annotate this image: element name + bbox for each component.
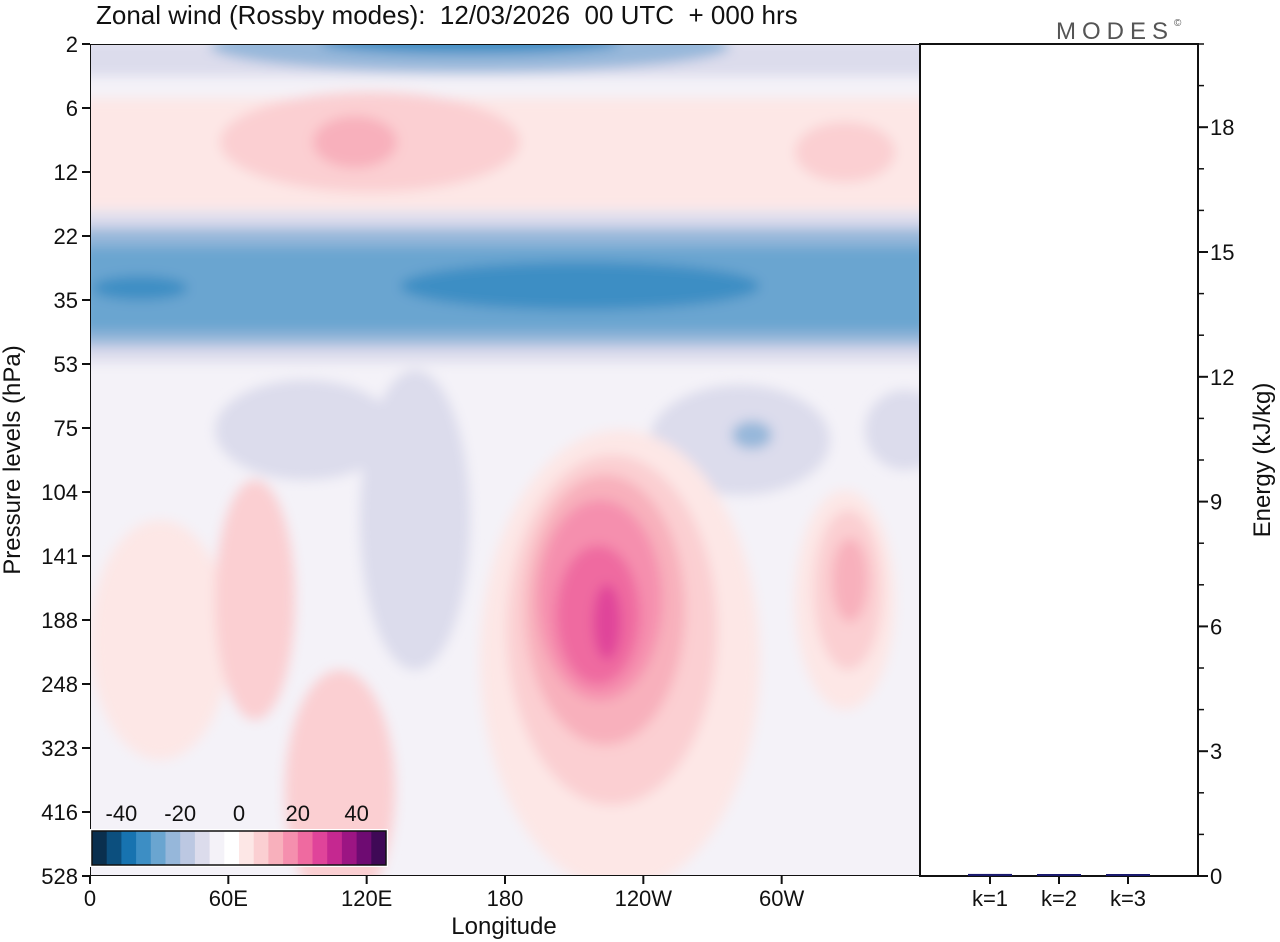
- y-tick-label: 141: [41, 544, 78, 569]
- x-tick-label: 0: [84, 886, 96, 911]
- colorbar-swatch: [341, 831, 358, 865]
- y-tick-label: 104: [41, 480, 78, 505]
- logo-mark: ©: [1174, 18, 1182, 29]
- colorbar-swatch: [312, 831, 328, 865]
- colorbar-tick-label: 40: [344, 801, 368, 826]
- colorbar-swatch: [371, 831, 387, 865]
- energy-bar: [1037, 874, 1081, 876]
- y-tick-label: 2: [66, 32, 78, 57]
- trop-easterly-central: [360, 370, 470, 670]
- colorbar-swatch: [136, 831, 152, 865]
- x-tick-label: 60E: [209, 886, 248, 911]
- westerly-patch-30w: [795, 122, 895, 182]
- lower-westerly-far-east-peak: [832, 538, 868, 622]
- x-tick-label: 120W: [615, 886, 673, 911]
- energy-bars: k=1 k=2 k=3: [968, 873, 1150, 911]
- bar-category-label: k=1: [972, 886, 1008, 911]
- logo-text: MODES: [1056, 18, 1175, 45]
- colorbar-swatch: [268, 831, 284, 865]
- colorbar-swatch: [121, 831, 137, 865]
- colorbar-swatch: [224, 831, 240, 865]
- colorbar-frame: [91, 830, 387, 866]
- colorbar-tick-label: -20: [164, 801, 196, 826]
- energy-tick-label: 3: [1210, 739, 1222, 764]
- lower-westerly-west: [90, 520, 230, 760]
- energy-tick-label: 6: [1210, 614, 1222, 639]
- y-axis-title: Pressure levels (hPa): [0, 345, 26, 574]
- energy-tick-label: 0: [1210, 864, 1222, 889]
- colorbar-tick-label: 0: [233, 801, 245, 826]
- y-tick-label: 35: [54, 288, 78, 313]
- jet-core-0: [92, 276, 188, 300]
- colorbar-tick-label: -40: [106, 801, 138, 826]
- energy-panel-frame: [919, 43, 1199, 877]
- colorbar-swatch: [327, 831, 343, 865]
- colorbar-swatch: [180, 831, 196, 865]
- colorbar-swatch: [283, 831, 299, 865]
- bar-category-label: k=3: [1110, 886, 1146, 911]
- colorbar-swatch: [194, 831, 211, 865]
- lower-westerly-60e: [215, 480, 295, 720]
- bar-category-label: k=2: [1041, 886, 1077, 911]
- colorbar-tick-label: 20: [286, 801, 310, 826]
- colorbar: -40 -20 0 20 40: [90, 801, 388, 867]
- colorbar-swatch: [150, 831, 166, 865]
- chart-title: Zonal wind (Rossby modes): 12/03/2026 00…: [96, 0, 798, 30]
- x-tick-label: 60W: [759, 886, 804, 911]
- trop-easterly-far-east: [865, 390, 920, 470]
- energy-tick-label: 9: [1210, 490, 1222, 515]
- y-tick-label: 22: [54, 224, 78, 249]
- energy-bar: [968, 873, 1012, 876]
- jet-core-180: [400, 262, 760, 310]
- energy-axis-title: Energy (kJ/kg): [1249, 383, 1276, 538]
- westerly-jet-core: [593, 584, 621, 660]
- colorbar-swatch: [92, 831, 108, 865]
- energy-tick-label: 15: [1210, 240, 1234, 265]
- x-tick-label: 180: [487, 886, 524, 911]
- top-easterly-core: [210, 44, 730, 72]
- trop-easterly-spot: [732, 421, 772, 449]
- y-tick-label: 12: [54, 160, 78, 185]
- contour-plot: [90, 44, 920, 876]
- x-axis-title: Longitude: [451, 913, 556, 940]
- trop-easterly-west: [215, 380, 395, 480]
- lower-westerly-120e: [285, 670, 395, 876]
- modes-logo: MODES©: [1056, 18, 1181, 46]
- westerly-core-60e: [313, 116, 397, 168]
- energy-bar: [1106, 874, 1150, 876]
- y-tick-label: 248: [41, 672, 78, 697]
- y-tick-label: 188: [41, 608, 78, 633]
- colorbar-swatch: [239, 831, 255, 865]
- x-tick-label: 120E: [341, 886, 392, 911]
- colorbar-swatch: [209, 831, 225, 865]
- y-tick-label: 528: [41, 864, 78, 889]
- colorbar-swatch: [356, 831, 372, 865]
- y-tick-label: 6: [66, 96, 78, 121]
- colorbar-swatch: [253, 831, 269, 865]
- y-tick-label: 323: [41, 736, 78, 761]
- colorbar-swatch: [165, 831, 181, 865]
- colorbar-swatch: [106, 831, 122, 865]
- energy-tick-label: 12: [1210, 365, 1234, 390]
- y-tick-label: 416: [41, 800, 78, 825]
- y-tick-label: 75: [54, 416, 78, 441]
- colorbar-swatch: [297, 831, 313, 865]
- top-easterly-peak: [322, 44, 618, 54]
- y-tick-label: 53: [54, 352, 78, 377]
- energy-tick-label: 18: [1210, 115, 1234, 140]
- wind-field: [90, 44, 920, 876]
